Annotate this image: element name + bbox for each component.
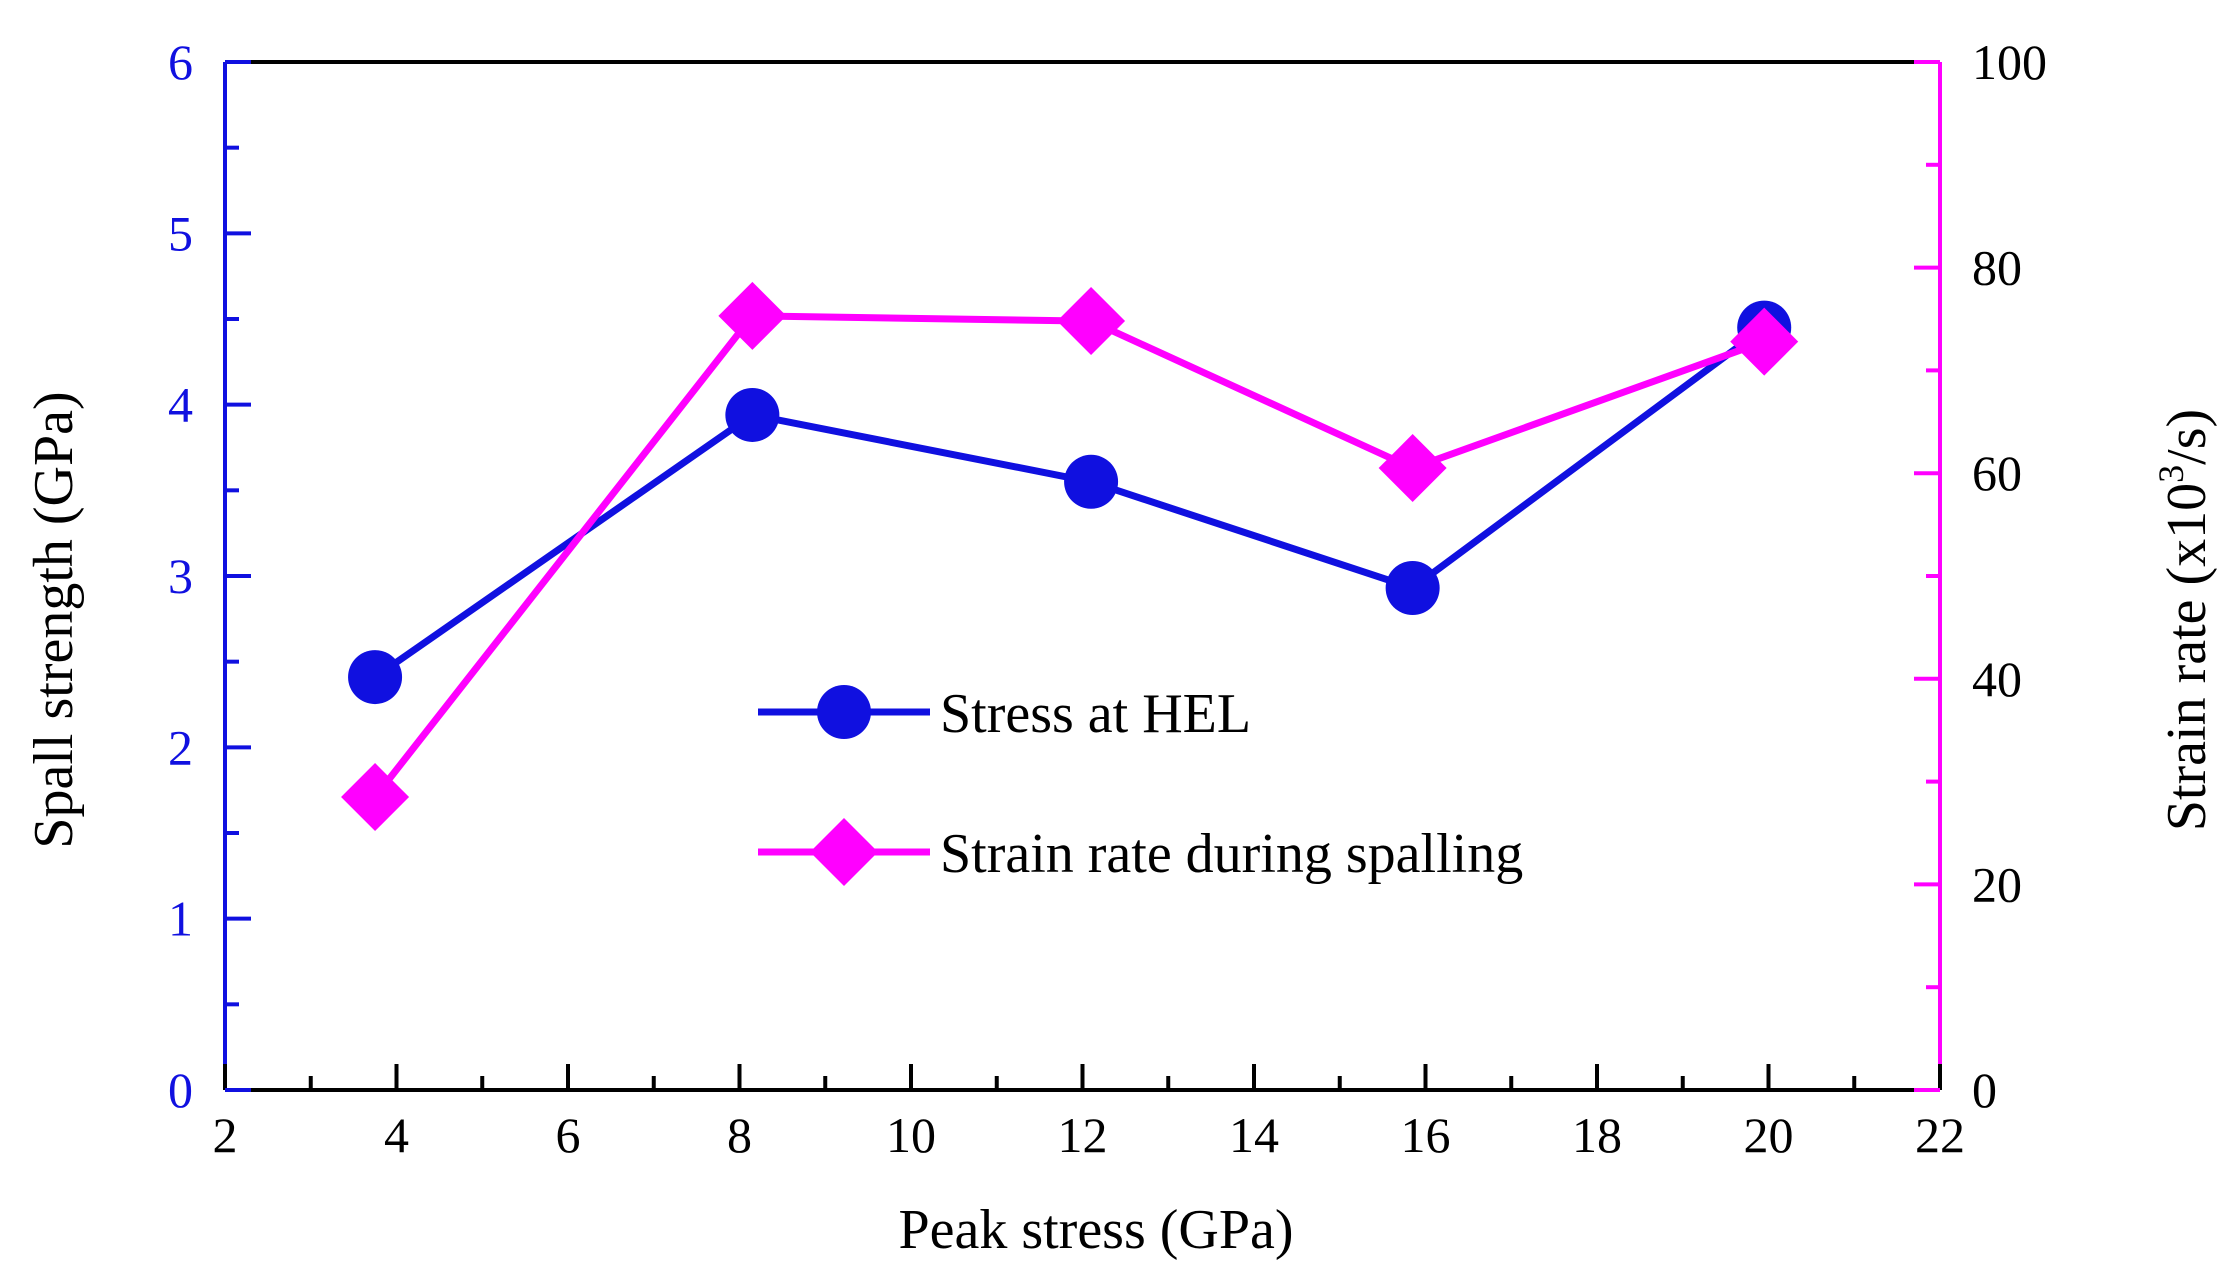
- data-point-stress-at-hel: [725, 387, 780, 442]
- y-right-tick-label: 0: [1972, 1062, 1997, 1118]
- x-tick-label: 12: [1058, 1107, 1108, 1163]
- legend-marker-diamond: [810, 818, 878, 886]
- y-right-tick-label: 100: [1972, 34, 2047, 90]
- x-tick-label: 20: [1744, 1107, 1794, 1163]
- y-left-tick-label: 6: [168, 34, 193, 90]
- x-axis-title: Peak stress (GPa): [898, 1199, 1293, 1261]
- data-point-strain-rate: [1378, 434, 1447, 503]
- y-right-title-sup: 3: [2151, 465, 2191, 483]
- x-tick-label: 6: [556, 1107, 581, 1163]
- legend-label: Stress at HEL: [940, 683, 1251, 745]
- legend-label: Strain rate during spalling: [940, 823, 1523, 885]
- legend-marker-circle: [817, 685, 871, 739]
- y-right-axis-title: Strain rate (x103/s): [2151, 409, 2218, 831]
- x-tick-label: 10: [886, 1107, 936, 1163]
- y-left-axis-title: Spall strength (GPa): [23, 391, 85, 848]
- series-line-stress-at-hel: [373, 324, 1767, 680]
- x-tick-label: 18: [1572, 1107, 1622, 1163]
- plot-frame: [223, 60, 1942, 1092]
- data-point-stress-at-hel: [1064, 454, 1119, 509]
- data-point-strain-rate: [341, 763, 410, 832]
- x-tick-label: 16: [1401, 1107, 1451, 1163]
- y-right-tick-label: 60: [1972, 445, 2022, 501]
- y-left-tick-label: 0: [168, 1062, 193, 1118]
- y-left-tick-label: 3: [168, 548, 193, 604]
- x-tick-label: 2: [213, 1107, 238, 1163]
- x-tick-label: 4: [384, 1107, 409, 1163]
- data-point-stress-at-hel: [1385, 560, 1440, 615]
- y-right-tick-label: 80: [1972, 240, 2022, 296]
- y-left-tick-label: 4: [168, 377, 193, 433]
- legend: Stress at HEL Strain rate during spalling: [758, 683, 1523, 886]
- y-right-title-after: /s): [2156, 409, 2218, 465]
- y-left-tick-label: 5: [168, 205, 193, 261]
- data-point-strain-rate: [718, 281, 787, 350]
- data-point-stress-at-hel: [348, 650, 403, 705]
- y-right-tick-label: 40: [1972, 651, 2022, 707]
- series-markers: [341, 281, 1799, 832]
- y-right-tick-label: 20: [1972, 856, 2022, 912]
- x-tick-label: 8: [727, 1107, 752, 1163]
- y-right-title-before: Strain rate (x10: [2156, 483, 2218, 831]
- data-point-strain-rate: [1057, 287, 1126, 356]
- x-tick-label: 22: [1915, 1107, 1965, 1163]
- data-point-strain-rate: [1730, 307, 1799, 376]
- y-left-tick-label: 2: [168, 719, 193, 775]
- y-left-tick-label: 1: [168, 891, 193, 947]
- x-tick-label: 14: [1229, 1107, 1279, 1163]
